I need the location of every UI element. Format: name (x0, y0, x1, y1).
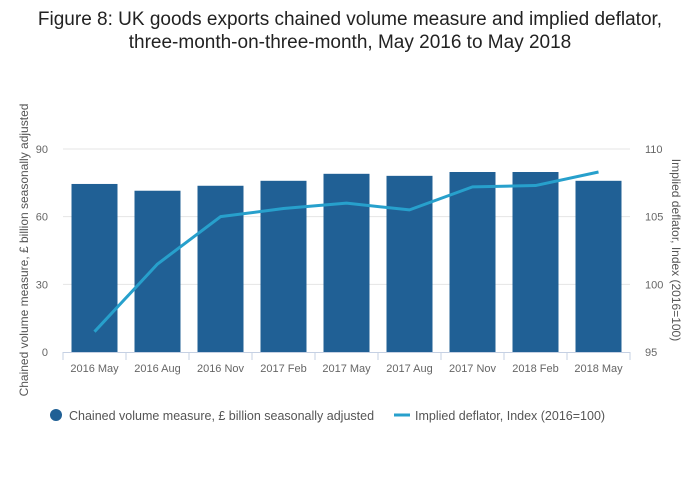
bar (323, 173, 370, 352)
bar (449, 172, 496, 352)
chart-title: Figure 8: UK goods exports chained volum… (0, 8, 700, 54)
y-tick-label: 90 (36, 144, 48, 156)
y-tick-label: 30 (36, 279, 48, 291)
legend: Chained volume measure, £ billion season… (50, 409, 605, 423)
chart-title-line-2: three-month-on-three-month, May 2016 to … (128, 32, 572, 53)
bar (71, 183, 118, 352)
x-tick-label: 2017 May (322, 363, 371, 375)
y-tick-label: 0 (42, 347, 48, 359)
x-tick-label: 2017 Aug (386, 363, 433, 375)
y2-axis-label: Implied deflator, Index (2016=100) (669, 159, 683, 341)
y-axis-label: Chained volume measure, £ billion season… (17, 104, 31, 397)
x-tick-label: 2017 Feb (260, 363, 306, 375)
legend-bar-marker (50, 409, 62, 421)
bar (575, 180, 622, 352)
chart-title-line-1: Figure 8: UK goods exports chained volum… (37, 9, 663, 30)
y2-tick-label: 105 (645, 212, 663, 224)
bar (386, 175, 433, 352)
x-tick-label: 2016 Aug (134, 363, 181, 375)
x-tick-label: 2018 May (574, 363, 623, 375)
y-tick-label: 60 (36, 212, 48, 224)
x-tick-label: 2016 May (70, 363, 119, 375)
y2-tick-label: 100 (645, 279, 663, 291)
legend-bar-label: Chained volume measure, £ billion season… (69, 409, 374, 423)
bar (197, 185, 244, 352)
x-tick-label: 2018 Feb (512, 363, 558, 375)
y2-tick-label: 95 (645, 347, 657, 359)
legend-line-label: Implied deflator, Index (2016=100) (415, 409, 605, 423)
x-tick-label: 2017 Nov (449, 363, 497, 375)
bar (134, 190, 181, 352)
y2-tick-label: 110 (645, 144, 663, 156)
x-tick-label: 2016 Nov (197, 363, 245, 375)
bar (512, 172, 559, 352)
